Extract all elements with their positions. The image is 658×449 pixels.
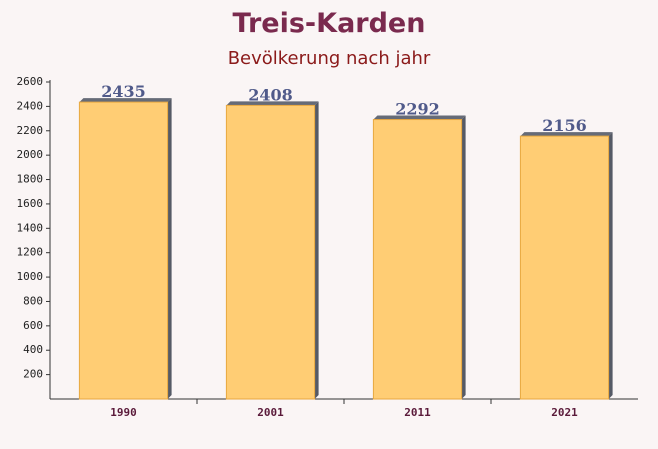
y-tick-label: 600 — [23, 319, 43, 332]
value-label: 2156 — [542, 116, 587, 135]
x-tick-label: 2001 — [257, 406, 284, 419]
y-tick-label: 2600 — [17, 75, 44, 88]
x-tick-label: 2021 — [551, 406, 578, 419]
chart-title: Treis-Karden — [233, 8, 426, 39]
y-tick-label: 1600 — [17, 197, 44, 210]
x-tick-label: 1990 — [110, 406, 137, 419]
bar-shadow — [461, 115, 466, 399]
y-tick-label: 2400 — [17, 99, 44, 112]
bar — [78, 101, 169, 400]
y-tick-label: 1400 — [17, 221, 44, 234]
chart-subtitle: Bevölkerung nach jahr — [228, 48, 431, 69]
y-tick-label: 1000 — [17, 270, 44, 283]
value-label: 2408 — [248, 85, 293, 104]
y-tick-label: 1200 — [17, 246, 44, 259]
bar — [519, 135, 610, 400]
y-tick-label: 400 — [23, 343, 43, 356]
bar-shadow-top — [226, 101, 319, 106]
y-tick-label: 200 — [23, 368, 43, 381]
bar — [225, 104, 316, 400]
bar-shadow-top — [373, 115, 466, 120]
y-tick-label: 2200 — [17, 124, 44, 137]
x-tick-label: 2011 — [404, 406, 431, 419]
bar-shadow-top — [520, 132, 613, 137]
y-tick-label: 800 — [23, 294, 43, 307]
y-tick-label: 1800 — [17, 173, 44, 186]
bar-shadow-top — [79, 98, 172, 103]
bar-shadow — [608, 132, 613, 399]
value-label: 2292 — [395, 100, 440, 119]
y-tick-label: 2000 — [17, 148, 44, 161]
bar — [372, 119, 463, 400]
bar-shadow — [167, 98, 172, 399]
bar-shadow — [314, 101, 319, 399]
value-label: 2435 — [101, 82, 146, 101]
